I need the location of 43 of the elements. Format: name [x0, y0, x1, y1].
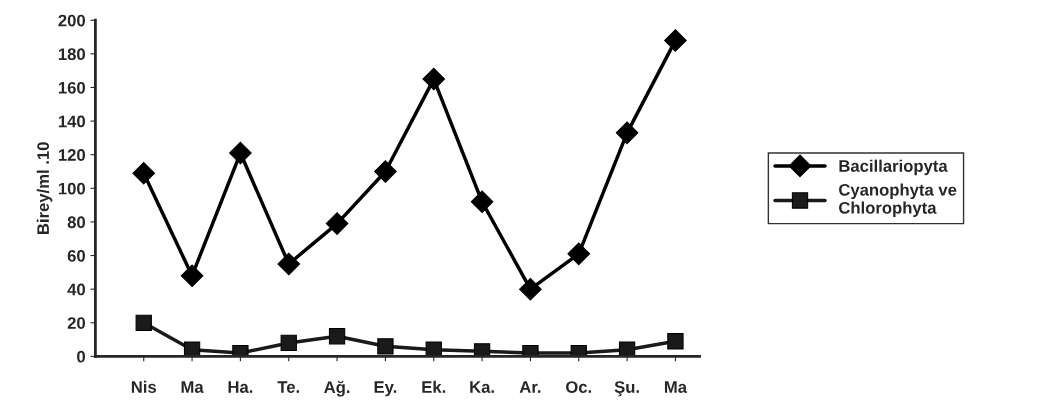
y-tick-label: 140	[58, 115, 85, 128]
point	[325, 212, 349, 235]
y-tick-label: 0	[77, 350, 85, 363]
point	[229, 141, 252, 165]
y-tick-label: 100	[58, 182, 85, 195]
legend-label: Cyanophyta ve Chlorophyta	[839, 183, 957, 217]
point	[277, 252, 301, 276]
point	[135, 314, 152, 331]
x-tick-label: Şu.	[614, 381, 639, 397]
x-tick-label: Ek.	[422, 380, 446, 393]
y-tick-label: 60	[67, 249, 85, 262]
point	[667, 333, 684, 350]
point	[180, 264, 204, 288]
point	[280, 334, 297, 352]
y-tick-label: 20	[67, 317, 85, 329]
point	[328, 328, 346, 345]
x-tick-label: Ey.	[374, 381, 397, 397]
y-tick-label: 200	[58, 14, 85, 27]
point	[377, 338, 394, 355]
point	[422, 67, 446, 91]
point	[374, 160, 397, 183]
x-tick-label: Ha.	[228, 381, 253, 393]
x-tick-label: Ma	[664, 381, 688, 393]
y-tick-label: 120	[58, 149, 85, 161]
x-tick-label: Ağ.	[324, 380, 350, 397]
x-tick-label: Oc.	[566, 381, 592, 393]
point	[664, 29, 687, 52]
x-tick-label: Te.	[277, 381, 300, 393]
y-tick-label: 40	[67, 283, 85, 296]
point	[567, 242, 591, 266]
point	[519, 277, 542, 301]
y-tick-label: 160	[58, 81, 85, 94]
y-axis-title: Birey/ml .10	[36, 142, 53, 234]
point	[132, 161, 156, 185]
y-tick-label: 180	[58, 48, 85, 61]
point	[615, 121, 639, 145]
x-tick-label: Ka.	[470, 381, 494, 393]
legend-label: Bacillariopyta	[839, 159, 948, 176]
point	[470, 190, 494, 214]
y-tick-label: 80	[67, 216, 85, 229]
x-tick-label: Ma	[181, 381, 204, 393]
x-tick-label: Nis	[131, 380, 157, 393]
x-tick-label: Ar.	[519, 381, 541, 393]
